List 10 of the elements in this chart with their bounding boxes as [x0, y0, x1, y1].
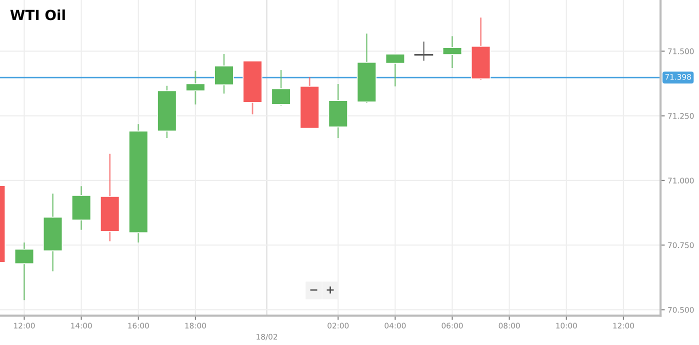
annotation: +: [326, 286, 334, 294]
candlestick: [442, 36, 462, 69]
candlestick: [186, 70, 206, 106]
candlestick: [214, 53, 234, 94]
candlestick: [14, 242, 34, 301]
candlestick: [271, 69, 291, 106]
candlestick: [385, 53, 406, 88]
text: WTI Oil: [10, 9, 65, 20]
candlestick: [413, 40, 434, 62]
annotation: −: [310, 289, 318, 291]
